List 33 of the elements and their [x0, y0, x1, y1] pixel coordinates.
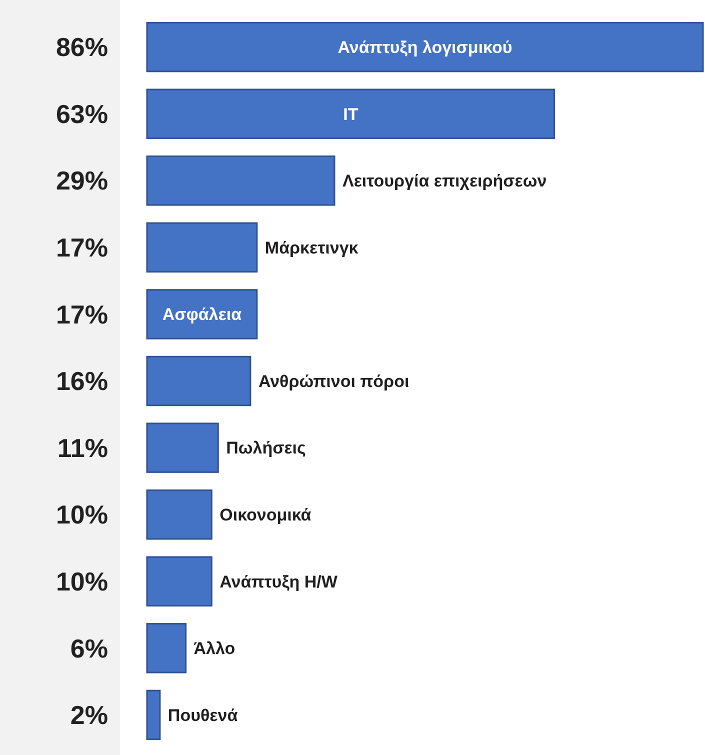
- bar: [146, 289, 258, 340]
- data-label: 86%: [56, 32, 108, 62]
- y-tick-label: Λειτουργία επιχειρήσεων: [342, 172, 547, 191]
- bar: [146, 556, 212, 606]
- data-label: 10%: [56, 500, 108, 530]
- y-tick-label: Ανάπτυξη H/W: [220, 572, 338, 592]
- y-tick-label: Πωλήσεις: [226, 438, 306, 458]
- data-label: 17%: [56, 299, 108, 330]
- y-tick-label: Πουθενά: [168, 706, 238, 725]
- bar: [146, 623, 187, 674]
- data-label: 17%: [56, 232, 108, 263]
- y-tick-label: Ασφάλεια: [162, 305, 242, 324]
- bar: [146, 88, 556, 139]
- data-label: 2%: [70, 700, 108, 730]
- y-tick-label: Ανθρώπινοι πόροι: [258, 372, 410, 391]
- data-label: 10%: [56, 566, 108, 596]
- bar: [146, 422, 219, 473]
- y-tick-label: Οικονομικά: [220, 506, 312, 525]
- data-label: 6%: [70, 633, 108, 664]
- bar: [146, 690, 161, 740]
- y-tick-label: Μάρκετινγκ: [264, 238, 359, 258]
- bar: [146, 22, 704, 72]
- y-tick-label: Ανάπτυξη λογισμικού: [338, 38, 512, 58]
- data-label: 11%: [57, 432, 108, 463]
- y-tick-label: Άλλο: [194, 639, 236, 658]
- bar: [146, 156, 336, 206]
- bar: [146, 489, 212, 540]
- data-label: 16%: [56, 366, 108, 396]
- bar: [146, 222, 258, 273]
- data-label: 29%: [56, 166, 108, 196]
- bar: [146, 356, 252, 406]
- y-tick-label: IT: [343, 104, 359, 124]
- data-label: 63%: [56, 98, 108, 129]
